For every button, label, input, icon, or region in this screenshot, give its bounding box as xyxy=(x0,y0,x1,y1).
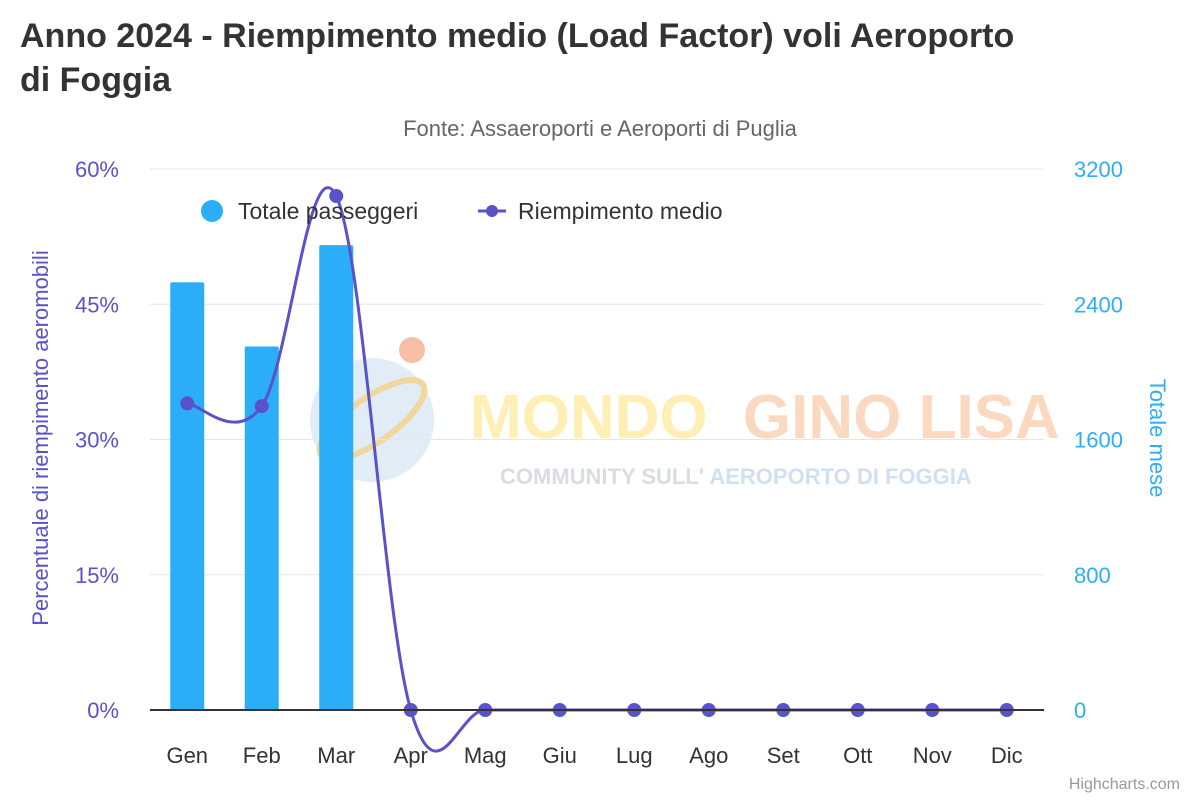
bars-series xyxy=(170,245,354,710)
y-left-tick-label: 0% xyxy=(87,698,119,723)
x-tick-label: Ott xyxy=(843,743,872,768)
y-left-tick-label: 60% xyxy=(75,157,119,182)
y-right-tick-label: 3200 xyxy=(1074,157,1123,182)
x-tick-label: Lug xyxy=(616,743,653,768)
legend-line-symbol xyxy=(486,205,498,217)
legend-item-line[interactable]: Riempimento medio xyxy=(478,198,723,224)
y-axis-right-ticks: 0 800 1600 2400 3200 xyxy=(1074,157,1123,723)
bar xyxy=(244,346,279,710)
legend-bars-symbol xyxy=(201,200,223,222)
y-right-tick-label: 2400 xyxy=(1074,292,1123,317)
y-axis-right-title: Totale mese xyxy=(1145,379,1170,498)
y-left-tick-label: 45% xyxy=(75,292,119,317)
bar xyxy=(170,282,205,710)
x-tick-label: Feb xyxy=(243,743,281,768)
chart-subtitle: Fonte: Assaeroporti e Aeroporti di Pugli… xyxy=(403,116,797,141)
y-left-tick-label: 30% xyxy=(75,428,119,453)
x-tick-label: Gen xyxy=(166,743,208,768)
x-tick-label: Mag xyxy=(464,743,507,768)
watermark-line1: MONDO GINO LISA xyxy=(470,383,1060,452)
x-tick-label: Apr xyxy=(394,743,428,768)
line-point xyxy=(254,399,269,414)
legend: Totale passeggeri Riempimento medio xyxy=(201,198,723,224)
x-tick-label: Dic xyxy=(991,743,1023,768)
legend-bars-label: Totale passeggeri xyxy=(238,198,418,224)
line-point xyxy=(180,396,195,411)
x-tick-label: Ago xyxy=(689,743,728,768)
watermark-line2: COMMUNITY SULL' AEROPORTO DI FOGGIA xyxy=(500,464,972,489)
y-axis-left-title: Percentuale di riempimento aeromobili xyxy=(28,250,53,625)
watermark-logo: MONDO GINO LISA COMMUNITY SULL' AEROPORT… xyxy=(310,337,1060,489)
credits-link[interactable]: Highcharts.com xyxy=(1068,776,1180,793)
watermark-line1-b: GINO LISA xyxy=(743,383,1060,452)
legend-item-bars[interactable]: Totale passeggeri xyxy=(201,198,418,224)
x-axis-ticks: Gen Feb Mar Apr Mag Giu Lug Ago Set Ott Nov Dic xyxy=(166,743,1022,768)
grid-lines xyxy=(150,168,1044,576)
y-left-tick-label: 15% xyxy=(75,563,119,588)
y-right-tick-label: 1600 xyxy=(1074,428,1123,453)
chart-title: Anno 2024 - Riempimento medio (Load Fact… xyxy=(20,17,1015,99)
x-tick-label: Set xyxy=(767,743,800,768)
bar xyxy=(319,245,354,710)
y-axis-left-ticks: 0% 15% 30% 45% 60% xyxy=(75,157,119,723)
watermark-line1-a: MONDO xyxy=(470,383,708,452)
line-points xyxy=(180,189,1014,717)
y-right-tick-label: 800 xyxy=(1074,563,1111,588)
x-tick-label: Mar xyxy=(317,743,355,768)
y-right-tick-label: 0 xyxy=(1074,698,1086,723)
watermark-line2-b: AEROPORTO DI FOGGIA xyxy=(709,464,972,489)
legend-line-label: Riempimento medio xyxy=(518,198,723,224)
x-tick-label: Nov xyxy=(913,743,952,768)
line-point xyxy=(329,189,344,204)
watermark-balloon-icon xyxy=(399,337,425,363)
x-tick-label: Giu xyxy=(543,743,577,768)
watermark-line2-a: COMMUNITY SULL' xyxy=(500,464,704,489)
